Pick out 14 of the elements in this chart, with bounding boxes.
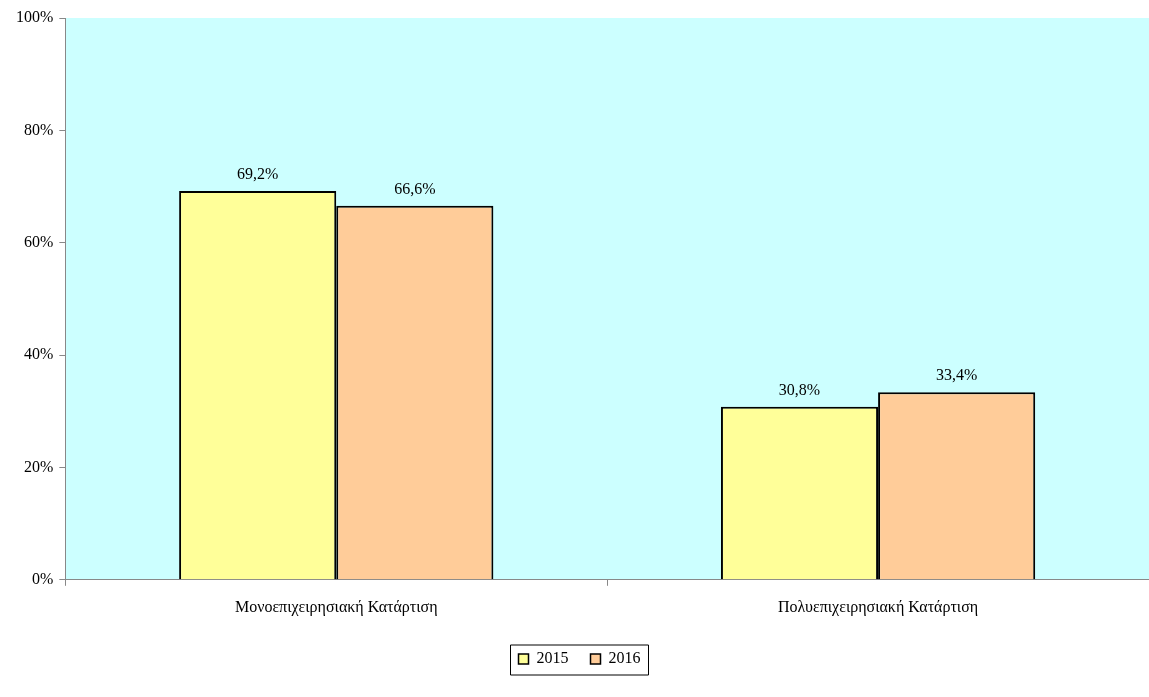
data-label: 66,6% [394,179,436,197]
y-tick-label: 60% [24,232,54,250]
data-label: 30,8% [778,380,821,398]
data-label: 33,4% [935,366,978,384]
legend-label: 2015 [536,649,569,667]
y-tick-label: 0% [32,570,54,587]
legend-label: 2016 [608,649,641,667]
data-label: 69,2% [237,165,279,183]
x-tick-label: Πολυεπιχειρησιακή Κατάρτιση [778,597,979,616]
y-tick-label: 80% [24,120,54,138]
x-tick-label: Μονοεπιχειρησιακή Κατάρτιση [234,597,438,616]
y-tick-label: 100% [16,8,54,26]
y-tick-label: 40% [24,345,54,363]
y-tick-label: 20% [24,457,54,475]
